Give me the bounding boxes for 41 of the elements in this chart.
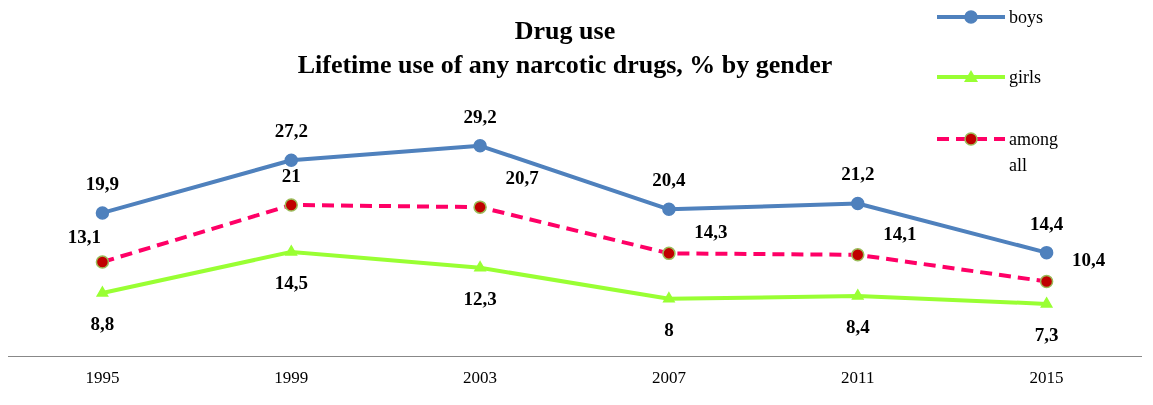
data-label: 20,7 (505, 167, 540, 189)
point (285, 245, 298, 256)
point (473, 139, 487, 153)
data-label: 13,1 (67, 225, 102, 247)
data-label: 21,2 (841, 163, 875, 185)
data-label: 10,4 (1071, 249, 1106, 271)
x-tick-label: 1999 (274, 368, 309, 388)
chart-subtitle: Lifetime use of any narcotic drugs, % by gender (297, 50, 833, 79)
data-label: 7,3 (1034, 323, 1059, 345)
point (95, 206, 110, 220)
legend-label: boys (1009, 6, 1044, 29)
data-label: 8 (664, 318, 674, 340)
data-label: 29,2 (463, 105, 497, 127)
legend-label: girls (1009, 66, 1042, 89)
point (96, 286, 109, 297)
point (662, 292, 675, 303)
point (474, 261, 487, 272)
chart-title: Drug use (514, 16, 616, 45)
point (851, 196, 865, 211)
x-tick-label: 2015 (1029, 368, 1064, 388)
data-label: 12,3 (463, 287, 497, 309)
data-label: 14,5 (274, 271, 308, 293)
point (1039, 245, 1054, 260)
data-label: 14,1 (883, 222, 917, 244)
data-label: 14,3 (694, 221, 728, 243)
point (1040, 297, 1053, 308)
data-label: 21 (281, 164, 301, 186)
data-label: 14,4 (1029, 212, 1064, 234)
data-label: 27,2 (274, 120, 308, 142)
data-label: 8,8 (90, 312, 115, 334)
point (284, 153, 298, 167)
data-label: 20,4 (652, 169, 687, 191)
x-tick-label: 2011 (841, 368, 875, 388)
x-tick-label: 1995 (85, 368, 120, 388)
point (662, 202, 676, 217)
data-label: 19,9 (85, 172, 120, 194)
x-tick-label: 2003 (463, 368, 498, 388)
point (851, 289, 864, 300)
data-label: 8,4 (845, 315, 871, 337)
legend-label: among all (1009, 128, 1059, 177)
x-tick-label: 2007 (651, 368, 687, 388)
